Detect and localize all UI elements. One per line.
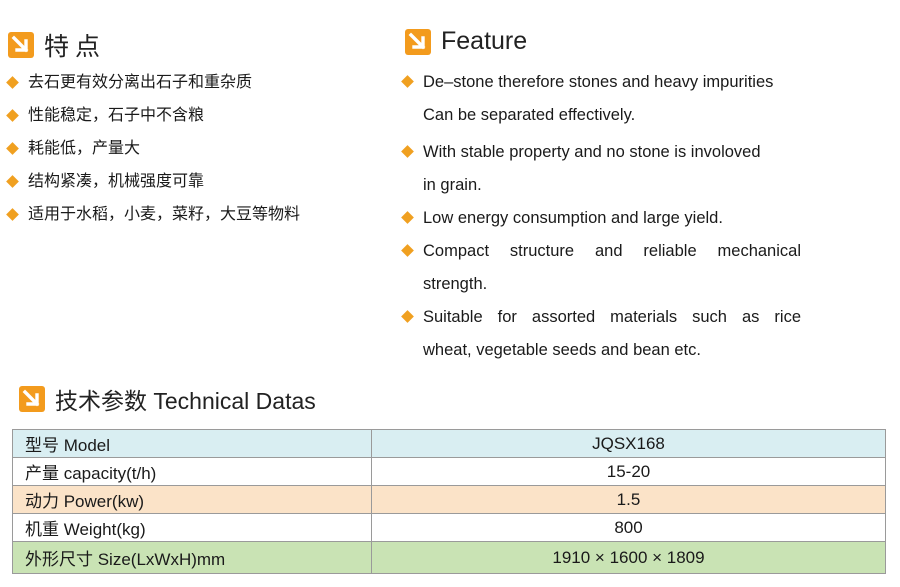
spec-value: JQSX168 [371,429,886,458]
technical-title: 技术参数 Technical Datas [55,388,316,414]
features-en-header: Feature [405,27,527,56]
spec-label: 机重 Weight(kg) [12,513,372,542]
arrow-down-right-icon [8,32,34,58]
list-item: 去石更有效分离出石子和重杂质 [6,73,300,106]
spec-table: 型号 Model JQSX168 产量 capacity(t/h) 15-20 … [12,429,886,574]
spec-label: 型号 Model [12,429,372,458]
features-en-title: Feature [441,27,528,55]
features-cn-title: 特点 [44,33,107,61]
table-row: 外形尺寸 Size(LxWxH)mm 1910 × 1600 × 1809 [12,541,886,574]
table-row: 型号 Model JQSX168 [12,429,886,458]
list-item: 结构紧凑，机械强度可靠 [6,172,300,205]
arrow-down-right-icon [405,28,431,55]
diamond-bullet-icon [6,208,19,221]
list-item: 适用于水稻，小麦，菜籽，大豆等物料 [6,205,300,238]
spec-label: 动力 Power(kw) [12,485,372,514]
list-item: Suitable for assorted materials such as … [401,301,801,367]
table-row: 产量 capacity(t/h) 15-20 [12,457,886,486]
list-item: Low energy consumption and large yield. [401,202,801,235]
diamond-bullet-icon [6,109,19,122]
table-row: 机重 Weight(kg) 800 [12,513,886,542]
diamond-bullet-icon [6,175,19,188]
features-en-list: De–stone therefore stones and heavy impu… [401,66,801,367]
spec-label: 产量 capacity(t/h) [12,457,372,486]
technical-header: 技术参数 Technical Datas [19,382,316,416]
diamond-bullet-icon [6,76,19,89]
table-row: 动力 Power(kw) 1.5 [12,485,886,514]
spec-value: 15-20 [371,457,886,486]
arrow-down-right-icon [19,386,45,412]
list-item: Compact structure and reliable mechanica… [401,235,801,301]
spec-value: 800 [371,513,886,542]
diamond-bullet-icon [401,145,414,158]
spec-label: 外形尺寸 Size(LxWxH)mm [12,541,372,574]
list-item: 耗能低，产量大 [6,139,300,172]
diamond-bullet-icon [401,211,414,224]
list-item: With stable property and no stone is inv… [401,136,801,202]
diamond-bullet-icon [401,310,414,323]
diamond-bullet-icon [401,244,414,257]
list-item: De–stone therefore stones and heavy impu… [401,66,801,132]
features-cn-header: 特点 [8,27,106,63]
diamond-bullet-icon [6,142,19,155]
diamond-bullet-icon [401,75,414,88]
features-cn-list: 去石更有效分离出石子和重杂质 性能稳定，石子中不含粮 耗能低，产量大 结构紧凑，… [6,73,300,238]
list-item: 性能稳定，石子中不含粮 [6,106,300,139]
spec-value: 1.5 [371,485,886,514]
spec-value: 1910 × 1600 × 1809 [371,541,886,574]
